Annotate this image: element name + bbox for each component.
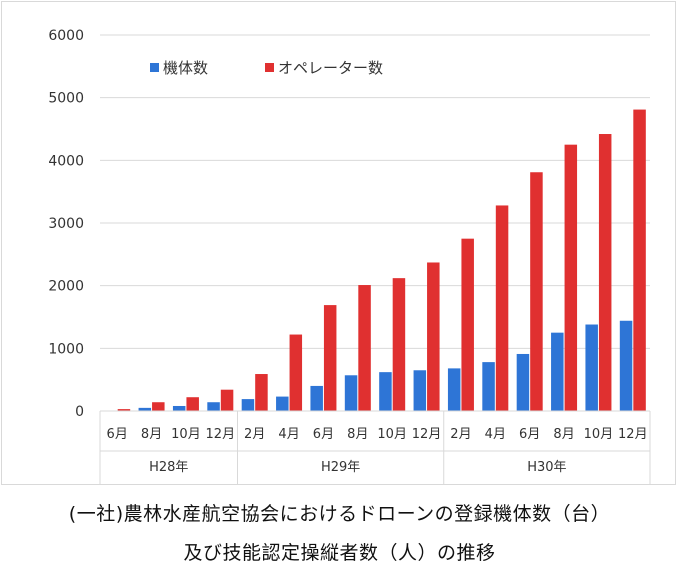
- group-label: H30年: [527, 460, 566, 475]
- bar-operators: [152, 402, 165, 411]
- x-tick-label: 6月: [107, 427, 128, 442]
- x-tick-label: 4月: [278, 427, 299, 442]
- bar-machines: [482, 362, 495, 411]
- bar-operators: [392, 278, 406, 411]
- x-tick-label: 6月: [519, 427, 540, 442]
- y-tick-label: 2000: [48, 279, 84, 295]
- bar-operators: [495, 205, 509, 411]
- bar-operators: [323, 305, 337, 411]
- chart-caption-line-2: 及び技能認定操縦者数（人）の推移: [183, 542, 496, 564]
- bar-machines: [413, 370, 427, 411]
- x-tick-label: 12月: [618, 427, 648, 442]
- x-tick-label: 2月: [244, 427, 265, 442]
- group-label: H29年: [321, 460, 360, 475]
- x-tick-label: 8月: [553, 427, 574, 442]
- bar-operators: [598, 134, 612, 411]
- bar-operators: [255, 374, 268, 411]
- bar-machines: [310, 385, 323, 411]
- y-tick-label: 4000: [48, 153, 84, 169]
- bar-operators: [427, 262, 440, 411]
- bar-machines: [172, 405, 186, 411]
- bar-machines: [585, 324, 598, 411]
- y-tick-label: 6000: [48, 28, 84, 44]
- legend-swatch: [265, 63, 274, 72]
- legend-label: 機体数: [163, 59, 208, 77]
- bar-operators: [461, 238, 474, 411]
- bar-machines: [344, 375, 358, 411]
- bar-machines: [138, 407, 152, 411]
- x-tick-label: 10月: [171, 427, 201, 442]
- bar-operators: [289, 334, 303, 411]
- bar-chart: 0 1000 2000 3000 4000 5000 6000 6月 8月 10月 12月 2月 4月 6…: [48, 28, 651, 484]
- bar-machines: [207, 402, 220, 411]
- bar-machines: [619, 320, 633, 411]
- bar-operators: [186, 397, 199, 411]
- x-tick-label: 12月: [206, 427, 236, 442]
- x-tick-label: 10月: [584, 427, 614, 442]
- bar-machines: [447, 368, 461, 411]
- x-tick-label: 6月: [313, 427, 334, 442]
- bar-machines: [241, 399, 255, 411]
- y-tick-label: 3000: [48, 216, 84, 232]
- legend-label: オペレーター数: [278, 59, 383, 77]
- bar-operators: [564, 144, 578, 411]
- bar-operators: [530, 172, 543, 411]
- bar-operators: [117, 409, 131, 411]
- group-label: H28年: [149, 460, 188, 475]
- y-tick-label: 1000: [48, 341, 84, 357]
- x-tick-label: 8月: [347, 427, 368, 442]
- bar-machines: [551, 332, 564, 411]
- legend-swatch: [150, 63, 159, 72]
- x-tick-label: 8月: [141, 427, 162, 442]
- x-tick-label: 12月: [412, 427, 442, 442]
- x-tick-label: 4月: [485, 427, 506, 442]
- x-tick-label: 2月: [450, 427, 471, 442]
- bar-machines: [516, 353, 530, 411]
- bar-machines: [379, 372, 392, 411]
- bar-operators: [220, 389, 234, 411]
- y-tick-label: 5000: [48, 91, 84, 107]
- bar-machines: [276, 396, 289, 411]
- y-tick-label: 0: [75, 404, 84, 420]
- x-tick-label: 10月: [377, 427, 407, 442]
- bar-operators: [633, 109, 646, 411]
- chart-caption-line-1: (一社)農林水産航空協会におけるドローンの登録機体数（台）: [68, 503, 611, 525]
- bar-operators: [358, 285, 371, 411]
